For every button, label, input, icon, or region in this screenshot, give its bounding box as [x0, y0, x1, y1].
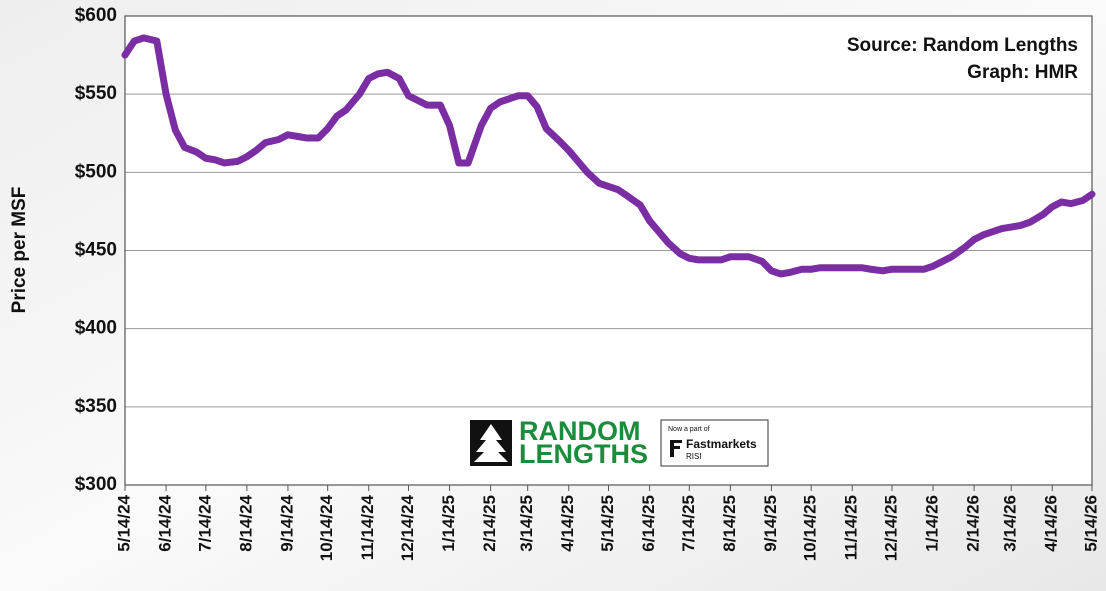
x-tick-label: 10/14/24	[317, 494, 336, 561]
x-tick-label: 9/14/25	[761, 495, 780, 552]
x-tick-label: 5/14/25	[598, 495, 617, 552]
x-tick-label: 12/14/25	[881, 495, 900, 561]
y-tick-label: $550	[75, 83, 117, 104]
x-tick-label: 11/14/25	[842, 495, 861, 560]
x-tick-label: 10/14/25	[801, 495, 820, 561]
x-tick-label: 2/14/25	[480, 495, 499, 552]
graph-note: Graph: HMR	[967, 62, 1078, 83]
y-tick-label: $350	[75, 396, 117, 417]
x-tick-label: 9/14/24	[277, 494, 296, 551]
x-tick-label: 8/14/24	[236, 494, 255, 551]
x-tick-label: 6/14/25	[639, 495, 658, 552]
logo-text: RANDOM	[519, 416, 641, 446]
y-tick-label: $600	[75, 5, 117, 26]
x-tick-label: 5/14/24	[114, 494, 133, 551]
partner-sub: RISI	[686, 452, 702, 461]
y-tick-label: $300	[75, 474, 117, 495]
partner-tagline: Now a part of	[668, 426, 710, 433]
x-tick-label: 1/14/26	[923, 495, 942, 552]
x-tick-label: 7/14/24	[195, 494, 214, 551]
x-tick-label: 6/14/24	[156, 494, 175, 551]
x-tick-label: 3/14/25	[517, 495, 536, 552]
x-tick-label: 1/14/25	[439, 495, 458, 552]
logo-tree	[474, 424, 508, 462]
x-tick-label: 5/14/26	[1081, 495, 1100, 552]
x-tick-label: 11/14/24	[358, 494, 377, 560]
y-tick-label: $450	[75, 240, 117, 261]
y-tick-label: $400	[75, 318, 117, 339]
partner-name: Fastmarkets	[686, 437, 757, 451]
x-tick-label: 4/14/25	[558, 495, 577, 552]
x-tick-label: 4/14/26	[1042, 495, 1061, 552]
y-axis-label: Price per MSF	[9, 187, 30, 314]
source-note: Source: Random Lengths	[847, 35, 1078, 56]
x-tick-label: 7/14/25	[679, 495, 698, 552]
y-tick-label: $500	[75, 161, 117, 182]
x-tick-label: 2/14/26	[964, 495, 983, 552]
x-tick-label: 3/14/26	[1001, 495, 1020, 552]
x-tick-label: 12/14/24	[398, 494, 417, 561]
x-tick-label: 8/14/25	[720, 495, 739, 552]
price-line	[121, 34, 1096, 278]
logo-text: LENGTHS	[519, 439, 648, 469]
partner-icon	[670, 440, 682, 457]
logo: RANDOM LENGTHS Now a part of Fastmarkets…	[470, 416, 769, 469]
